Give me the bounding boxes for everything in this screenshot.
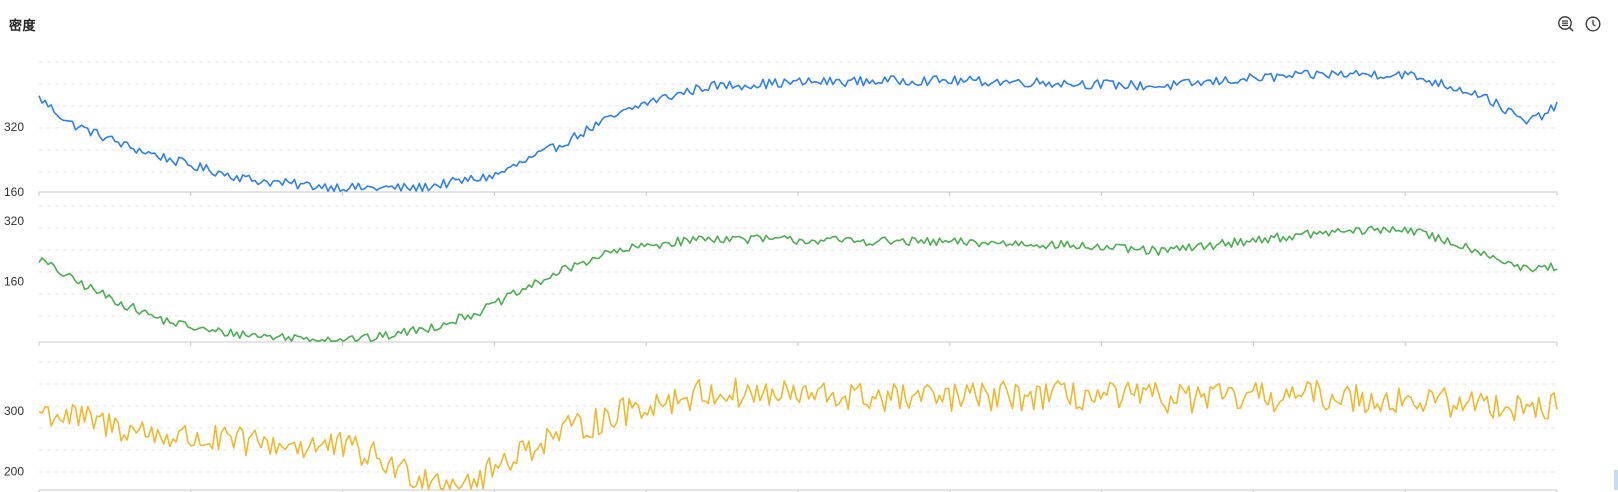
chart-header: 密度: [0, 0, 1618, 48]
list-zoom-icon: [1558, 16, 1574, 32]
y-tick-label: 200: [4, 465, 24, 479]
y-tick-label: 320: [4, 214, 24, 228]
y-tick-label: 320: [4, 120, 24, 134]
clock-icon: [1585, 16, 1601, 32]
history-button[interactable]: [1584, 15, 1602, 33]
y-tick-label: 160: [4, 275, 24, 289]
scroll-indicator[interactable]: [1614, 470, 1618, 490]
series-line: [38, 377, 1558, 490]
series-line: [38, 69, 1558, 192]
y-tick-label: 160: [4, 185, 24, 199]
y-tick-label: 300: [4, 404, 24, 418]
series-line: [38, 225, 1558, 342]
list-zoom-button[interactable]: [1557, 15, 1575, 33]
chart-title: 密度: [9, 18, 37, 33]
